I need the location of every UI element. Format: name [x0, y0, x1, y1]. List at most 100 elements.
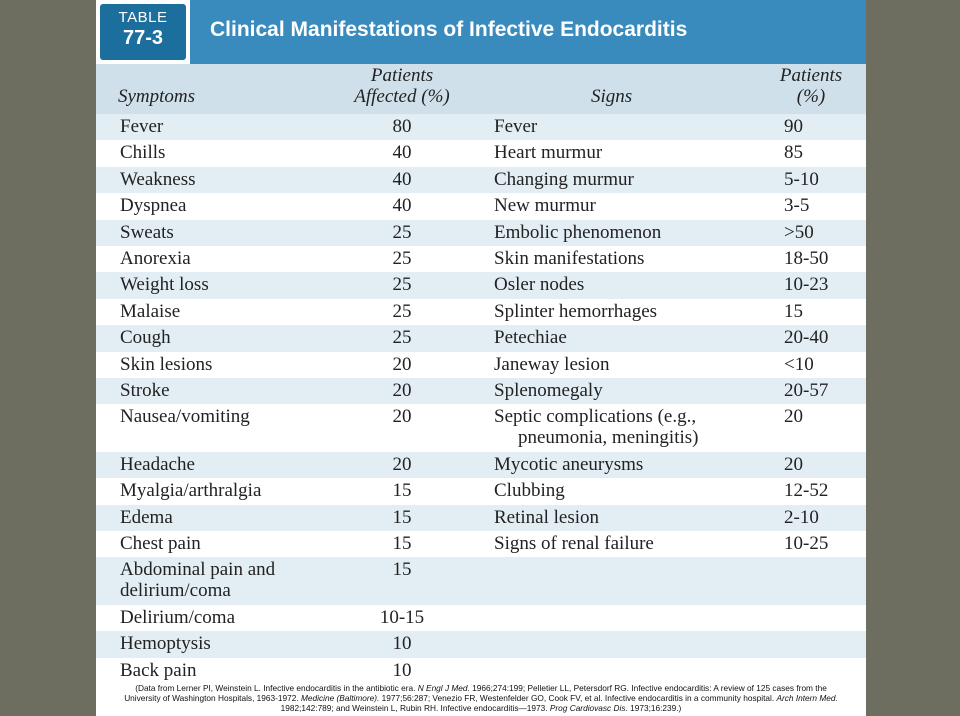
symptom-percent-cell: 40 [392, 168, 412, 190]
symptom-cell: Skin lesions [120, 353, 213, 375]
table-row: Skin lesions 20 Janeway lesion <10 [96, 351, 866, 378]
slide: TABLE 77-3 Clinical Manifestations of In… [96, 0, 866, 716]
symptom-percent-cell: 20 [392, 380, 412, 401]
header-patients-pct-line1: Patients [779, 65, 843, 86]
citation-journal: N Engl J Med. [417, 683, 470, 693]
sign-cell: Embolic phenomenon [494, 221, 662, 243]
sign-cell: Heart murmur [494, 142, 603, 164]
sign-cell: Osler nodes [494, 274, 585, 296]
sign-percent-cell: 2-10 [784, 506, 819, 528]
header-patients-pct-line2: (%) [796, 86, 826, 107]
table-row: Fever 80 Fever 90 [96, 114, 866, 141]
sign-percent-cell: 12-52 [784, 480, 829, 502]
citation-line-2: University of Washington Hospitals, 1963… [96, 693, 866, 703]
citation-text: 1977;56:287; Venezio FR, Westenfelder GO… [379, 693, 777, 703]
symptom-cell: Back pain [120, 659, 197, 681]
symptom-percent-cell: 25 [392, 274, 412, 296]
symptom-cell: Chills [120, 142, 166, 164]
sign-cell: Splenomegaly [494, 380, 603, 401]
sign-percent-cell: 20 [784, 406, 803, 428]
symptom-cell: Anorexia [120, 248, 191, 269]
symptom-cell: Chest pain [120, 533, 201, 554]
header-patients-affected: Patients Affected (%) [332, 65, 472, 107]
symptom-cell: Cough [120, 327, 171, 349]
table-row: Weight loss 25 Osler nodes 10-23 [96, 272, 866, 299]
table-row: Chest pain 15 Signs of renal failure 10-25 [96, 531, 866, 558]
citation-text: 1982;142:789; and Weinstein L, Rubin RH.… [280, 703, 550, 713]
sign-cell: New murmur [494, 195, 596, 217]
symptom-percent-cell: 15 [392, 480, 412, 502]
symptom-percent-cell: 40 [392, 195, 412, 217]
symptom-percent-cell: 80 [392, 116, 412, 137]
table-row: Dyspnea 40 New murmur 3-5 [96, 193, 866, 220]
table-row: Abdominal pain and delirium/coma 15 [96, 557, 866, 605]
symptom-cell: Sweats [120, 221, 174, 243]
citation-journal: Arch Intern Med. [776, 693, 838, 703]
symptom-cell: Weight loss [120, 274, 209, 296]
citation: (Data from Lerner PI, Weinstein L. Infec… [96, 683, 866, 713]
sign-percent-cell: >50 [784, 221, 814, 243]
table-row: Hemoptysis 10 [96, 631, 866, 658]
symptom-percent-cell: 15 [392, 559, 412, 581]
table-row: Malaise 25 Splinter hemorrhages 15 [96, 298, 866, 326]
header-patients-affected-line1: Patients [370, 65, 434, 86]
sign-percent-cell: 18-50 [784, 248, 829, 269]
symptom-percent-cell: 20 [392, 406, 412, 428]
sign-percent-cell: 85 [784, 142, 803, 164]
table-row: Back pain 10 [96, 657, 866, 684]
sign-percent-cell: 10-25 [784, 533, 829, 554]
symptom-percent-cell: 10 [392, 659, 412, 681]
citation-text: University of Washington Hospitals, 1963… [124, 693, 301, 703]
citation-line-1: (Data from Lerner PI, Weinstein L. Infec… [96, 683, 866, 693]
sign-cell: Mycotic aneurysms [494, 453, 644, 475]
title-banner: TABLE 77-3 Clinical Manifestations of In… [96, 0, 866, 64]
table-tag-word: TABLE [118, 9, 168, 26]
symptom-percent-cell: 25 [392, 221, 412, 243]
table-row: Myalgia/arthralgia 15 Clubbing 12-52 [96, 478, 866, 505]
symptom-cell: Edema [120, 506, 173, 528]
table-header: Symptoms Patients Affected (%) Signs Pat… [96, 64, 866, 114]
symptom-cell: Fever [120, 116, 164, 137]
table-row: Headache 20 Mycotic aneurysms 20 [96, 451, 866, 479]
sign-cell: Splinter hemorrhages [494, 300, 658, 322]
symptom-cell: Headache [120, 453, 195, 475]
citation-text: 1973;16:239.) [627, 703, 682, 713]
table-row: Cough 25 Petechiae 20-40 [96, 325, 866, 352]
citation-journal: Prog Cardiovasc Dis. [549, 703, 628, 713]
header-patients-pct: Patients (%) [766, 65, 856, 107]
table-row: Sweats 25 Embolic phenomenon >50 [96, 219, 866, 246]
symptom-cell: Myalgia/arthralgia [120, 480, 262, 502]
header-symptoms: Symptoms [118, 86, 196, 107]
sign-cell: Fever [494, 116, 538, 137]
table-tag-number: 77-3 [122, 27, 164, 49]
table-row: Nausea/vomiting 20 Septic complications (e… [96, 404, 866, 452]
sign-cell: Changing murmur [494, 168, 634, 190]
sign-cell: Signs of renal failure [494, 533, 654, 554]
sign-percent-cell: 5-10 [784, 168, 819, 190]
symptom-percent-cell: 25 [392, 248, 412, 269]
sign-percent-cell: 15 [784, 300, 803, 322]
sign-percent-cell: 20 [784, 453, 803, 475]
sign-cell: Retinal lesion [494, 506, 600, 528]
symptom-percent-cell: 15 [392, 506, 412, 528]
symptom-cell: Malaise [120, 300, 181, 322]
table-row: Chills 40 Heart murmur 85 [96, 140, 866, 167]
symptom-percent-cell: 15 [392, 533, 412, 554]
table-row: Weakness 40 Changing murmur 5-10 [96, 166, 866, 194]
symptom-cell-continued: delirium/coma [120, 580, 231, 602]
symptom-cell: Weakness [120, 168, 196, 190]
citation-text: (Data from Lerner PI, Weinstein L. Infec… [135, 683, 418, 693]
sign-cell: Septic complications (e.g., [494, 406, 697, 428]
symptom-cell: Hemoptysis [120, 633, 211, 655]
table-row: Stroke 20 Splenomegaly 20-57 [96, 378, 866, 405]
sign-cell: Skin manifestations [494, 248, 645, 269]
header-signs: Signs [591, 86, 633, 107]
symptom-percent-cell: 10-15 [379, 606, 425, 628]
sign-percent-cell: 90 [784, 116, 803, 137]
sign-percent-cell: 10-23 [784, 274, 829, 296]
table-tag-box: TABLE 77-3 [100, 4, 186, 60]
symptom-cell: Abdominal pain and [120, 559, 276, 581]
symptom-percent-cell: 20 [392, 353, 412, 375]
symptom-percent-cell: 25 [392, 300, 412, 322]
sign-cell: Petechiae [494, 327, 567, 349]
